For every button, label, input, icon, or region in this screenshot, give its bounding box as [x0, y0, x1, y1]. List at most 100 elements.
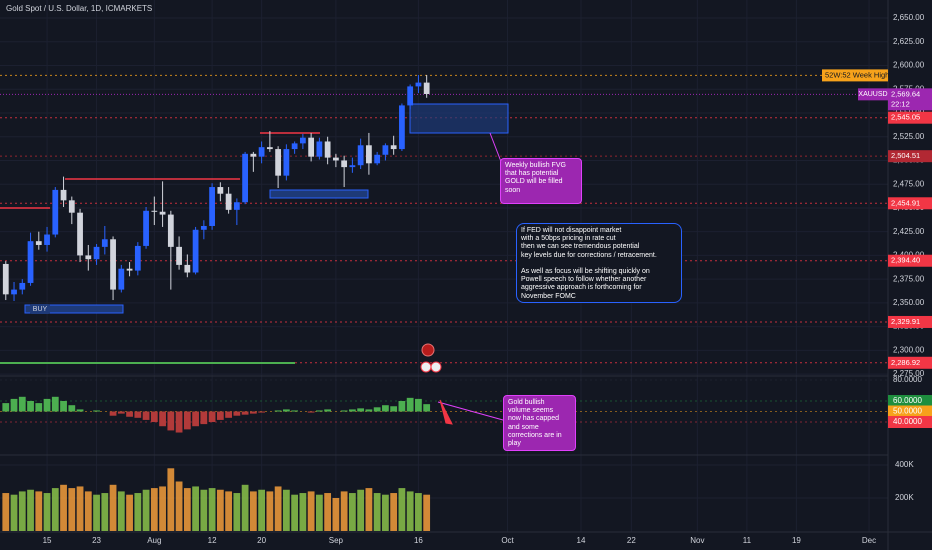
- x-tick-label: Dec: [862, 536, 876, 545]
- buy-badge: [30, 304, 50, 314]
- event-icon: [421, 343, 435, 357]
- candle-body: [11, 289, 17, 295]
- x-tick-label: 11: [743, 536, 752, 545]
- candle-body: [258, 147, 265, 157]
- volume-bar: [43, 493, 51, 531]
- volume-bar: [126, 494, 133, 531]
- flag-icon: [420, 361, 432, 373]
- y-tick-label: 50.0000: [893, 407, 922, 416]
- volume-bar: [208, 488, 216, 531]
- candle-body: [184, 264, 191, 273]
- momentum-bar: [415, 398, 422, 412]
- annotation: Gold bullish volume seems now has capped…: [503, 395, 576, 451]
- x-tick-label: 12: [208, 536, 217, 545]
- y-tick-label: 2,425.00: [893, 227, 925, 236]
- arrow-down: [439, 399, 453, 425]
- level-box: [888, 395, 932, 408]
- x-tick-label: 19: [792, 536, 801, 545]
- candle-body: [44, 234, 50, 245]
- candle-body: [35, 241, 42, 245]
- candle-body: [357, 145, 364, 166]
- momentum-bar: [35, 403, 43, 412]
- volume-bar: [18, 491, 26, 531]
- candle-body: [399, 105, 405, 150]
- volume-bar: [35, 491, 43, 531]
- x-tick-label: 14: [577, 536, 586, 545]
- candle-body: [85, 255, 92, 260]
- volume-bar: [233, 493, 241, 531]
- volume-bar: [307, 491, 315, 531]
- candle-body: [217, 187, 224, 194]
- volume-bar: [27, 489, 34, 531]
- momentum-bar: [175, 411, 183, 433]
- candle-body: [266, 147, 273, 150]
- price-label-box: [888, 111, 932, 124]
- candle-body: [176, 246, 182, 265]
- candle-body: [324, 141, 331, 158]
- candle-body: [415, 82, 422, 87]
- volume-bar: [93, 494, 100, 531]
- momentum-bar: [390, 406, 398, 412]
- momentum-bar: [2, 403, 10, 412]
- price-label: 2,504.51: [891, 151, 920, 160]
- y-tick-label: 60.0000: [893, 396, 922, 405]
- candle-body: [101, 239, 108, 247]
- volume-bar: [423, 494, 431, 531]
- momentum-bar: [315, 410, 323, 412]
- candle-body: [366, 145, 372, 164]
- candle-body: [291, 143, 298, 150]
- symbol-label: XAUUSD: [858, 91, 887, 98]
- y-tick-label: 400K: [895, 460, 914, 469]
- y-tick-label: 2,650.00: [893, 13, 925, 22]
- marks: [2, 75, 431, 531]
- price-label-box: [888, 150, 932, 163]
- volume-bar: [51, 488, 59, 531]
- momentum-bar: [208, 411, 216, 423]
- volume-bar: [183, 488, 191, 531]
- momentum-bar: [117, 411, 125, 414]
- price-label-box: [888, 254, 932, 267]
- momentum-bar: [382, 405, 389, 412]
- x-tick-label: 20: [257, 536, 266, 545]
- momentum-bar: [249, 411, 257, 414]
- candle-body: [374, 154, 381, 164]
- momentum-bar: [192, 411, 199, 427]
- momentum-bar: [150, 411, 158, 423]
- volume-bar: [357, 489, 365, 531]
- momentum-bar: [258, 411, 266, 413]
- volume-bar: [282, 489, 290, 531]
- y-tick-label: 80.0000: [893, 375, 922, 384]
- momentum-bar: [340, 410, 348, 412]
- volume-bar: [373, 493, 381, 531]
- volume-bar: [117, 491, 125, 531]
- candle-body: [167, 214, 174, 247]
- candle-body: [349, 165, 356, 168]
- momentum-bar: [406, 397, 414, 412]
- candle-body: [225, 193, 232, 210]
- momentum-bar: [241, 411, 249, 415]
- flag-icon: [430, 361, 442, 373]
- candle-body: [275, 149, 282, 176]
- volume-bar: [142, 489, 150, 531]
- candle-body: [233, 202, 240, 210]
- momentum-bar: [167, 411, 175, 431]
- y-tick-label: 40.0000: [893, 417, 922, 426]
- volume-bar: [60, 484, 67, 531]
- volume-bar: [291, 494, 299, 531]
- volume-bar: [2, 493, 10, 531]
- volume-bar: [200, 489, 208, 531]
- price-label-box: [888, 197, 932, 210]
- momentum-bar: [10, 398, 18, 412]
- volume-bar: [406, 491, 414, 531]
- candle-body: [390, 145, 397, 150]
- price-label: 2,394.40: [891, 256, 920, 265]
- zone-box: [24, 304, 124, 314]
- volume-bar: [167, 468, 175, 531]
- momentum-bar: [51, 396, 59, 412]
- price-label: 2,329.91: [891, 317, 920, 326]
- y-tick-label: 2,525.00: [893, 132, 925, 141]
- level-box: [888, 405, 932, 418]
- volume-bar: [382, 494, 389, 531]
- volume-bar: [84, 491, 92, 531]
